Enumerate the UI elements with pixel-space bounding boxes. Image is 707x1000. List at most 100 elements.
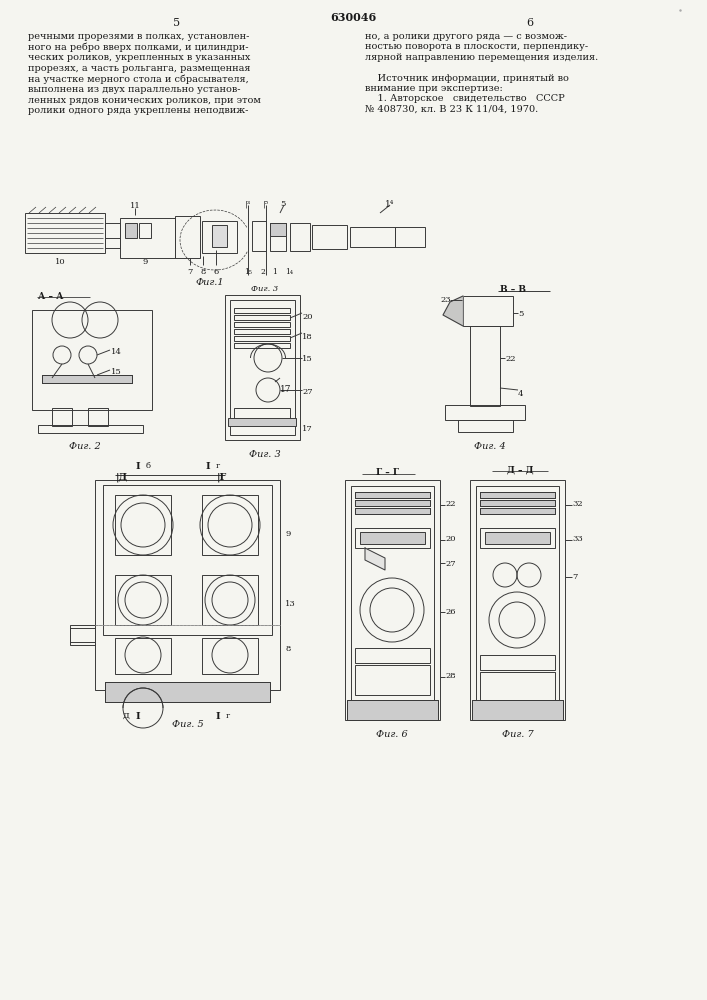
Text: 9: 9 (285, 530, 291, 538)
Text: г: г (226, 712, 230, 720)
Text: речными прорезями в полках, установлен-
ного на ребро вверх полками, и цилиндри-: речными прорезями в полках, установлен- … (28, 32, 261, 115)
Text: 1₄: 1₄ (285, 268, 293, 276)
Text: 20: 20 (302, 313, 312, 321)
Text: 8: 8 (285, 645, 291, 653)
Text: 33: 33 (572, 535, 583, 543)
Polygon shape (365, 548, 385, 570)
Bar (350, 227, 395, 247)
Bar (88, 408, 108, 426)
Bar (355, 648, 430, 663)
Bar (42, 375, 132, 383)
Text: 9: 9 (142, 258, 148, 266)
Text: 5: 5 (518, 310, 523, 318)
Text: |³: |³ (245, 200, 251, 208)
Text: 20: 20 (445, 535, 455, 543)
Text: 4: 4 (518, 390, 523, 398)
Text: 26: 26 (445, 608, 455, 616)
Bar (480, 500, 555, 506)
Text: 17: 17 (280, 385, 291, 394)
Bar (115, 575, 171, 625)
Text: Фиг. 6: Фиг. 6 (376, 730, 408, 739)
Bar (139, 223, 151, 238)
Text: Фиг. 2: Фиг. 2 (69, 442, 101, 451)
Text: 6: 6 (527, 18, 534, 28)
Text: |⁵: |⁵ (263, 200, 269, 208)
Bar (115, 495, 171, 555)
Bar (485, 532, 550, 544)
Text: 22: 22 (505, 355, 515, 363)
Bar (125, 223, 137, 238)
Bar (355, 500, 430, 506)
Text: В – В: В – В (500, 285, 526, 294)
Bar (105, 682, 270, 702)
Text: 18: 18 (302, 333, 312, 341)
Text: 1: 1 (273, 268, 277, 276)
Bar (470, 326, 500, 406)
Bar (32, 310, 152, 410)
Bar (103, 485, 272, 635)
Text: I: I (216, 712, 221, 721)
Text: 23: 23 (440, 296, 450, 304)
Bar (95, 480, 280, 690)
Text: Фиг.1: Фиг.1 (196, 278, 224, 287)
Bar (312, 225, 347, 249)
Text: 32: 32 (572, 500, 583, 508)
Bar (70, 628, 95, 642)
Bar (480, 500, 555, 506)
Bar (355, 508, 430, 514)
Bar (355, 500, 430, 506)
Bar (476, 486, 559, 714)
Bar (270, 223, 286, 251)
Text: 28: 28 (445, 672, 455, 680)
Bar (355, 528, 430, 548)
Bar (480, 528, 555, 548)
Bar (480, 508, 555, 514)
Text: Фиг. 3: Фиг. 3 (249, 450, 281, 459)
Text: 8: 8 (200, 268, 206, 276)
Bar (175, 216, 200, 258)
Bar (38, 425, 143, 433)
Text: 15: 15 (302, 355, 312, 363)
Text: 7: 7 (572, 573, 578, 581)
Polygon shape (443, 296, 463, 326)
Bar (395, 227, 425, 247)
Bar (105, 223, 120, 248)
Text: Д: Д (122, 712, 129, 720)
Text: I: I (206, 462, 210, 471)
Text: 10: 10 (54, 258, 65, 266)
Bar (345, 480, 440, 720)
Bar (115, 638, 171, 674)
Text: 11: 11 (129, 202, 141, 210)
Text: 5: 5 (173, 18, 180, 28)
Text: |Г: |Г (217, 472, 227, 482)
Text: 6: 6 (214, 268, 218, 276)
Text: I: I (136, 712, 140, 721)
Bar (25, 213, 105, 253)
Bar (351, 486, 434, 714)
Text: 2: 2 (261, 268, 265, 276)
Text: |Д: |Д (116, 472, 128, 482)
Bar (480, 492, 555, 498)
Text: А – А: А – А (38, 292, 64, 301)
Bar (202, 638, 258, 674)
Text: 14: 14 (111, 348, 122, 356)
Text: 1⁴: 1⁴ (385, 200, 395, 209)
Text: 17: 17 (302, 425, 312, 433)
Bar (70, 625, 95, 645)
Text: 27: 27 (445, 560, 455, 568)
Bar (105, 682, 270, 702)
Text: Фиг. 5: Фиг. 5 (172, 720, 204, 729)
Bar (234, 315, 290, 320)
Bar (458, 420, 513, 432)
Bar (234, 308, 290, 313)
Bar (463, 296, 513, 326)
Bar (252, 221, 266, 251)
Text: 27: 27 (302, 388, 312, 396)
Text: 15: 15 (111, 368, 122, 376)
Text: Фиг. 3: Фиг. 3 (252, 285, 279, 293)
Bar (228, 418, 296, 426)
Bar (270, 223, 286, 236)
Text: б: б (146, 462, 151, 470)
Text: 7: 7 (187, 268, 193, 276)
Bar (212, 225, 227, 247)
